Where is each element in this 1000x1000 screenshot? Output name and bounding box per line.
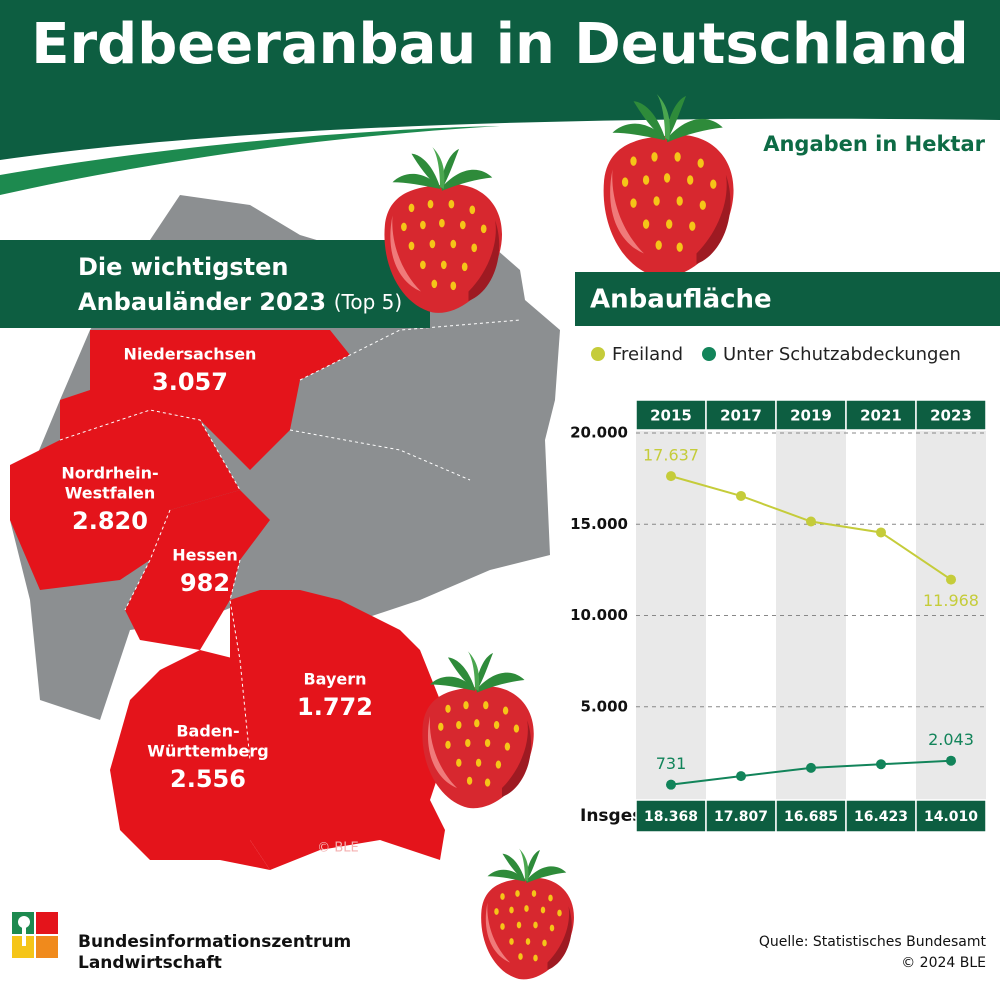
map-title: Anbauländer 2023 (Top 5)	[78, 288, 402, 316]
total-value: 17.807	[714, 809, 768, 825]
state-name: Niedersachsen	[124, 345, 257, 364]
total-cell	[705, 799, 777, 833]
data-label: 11.968	[923, 591, 979, 610]
region-bayern	[230, 590, 445, 870]
logo	[12, 912, 58, 958]
data-point	[736, 771, 746, 782]
data-point	[946, 574, 956, 585]
map-title-main: Anbauländer 2023	[78, 288, 326, 316]
map-title-suffix: (Top 5)	[334, 290, 402, 314]
strawberry	[384, 147, 503, 313]
org-name: Bundesinformationszentrum	[78, 932, 351, 952]
x-tick-label: 2017	[720, 407, 762, 425]
region-nrw	[10, 410, 240, 590]
legend-marker	[702, 347, 716, 361]
state-name: Hessen	[172, 546, 238, 565]
state-value: 2.820	[72, 507, 148, 535]
line-chart: Freiland Unter Schutzabdeckungen 2015 2017 2…	[570, 344, 987, 833]
y-tick-label: 5.000	[581, 697, 628, 715]
year-cell	[705, 399, 777, 431]
unit-note: Angaben in Hektar	[763, 132, 985, 156]
swoosh	[0, 126, 500, 195]
chart-title: Anbaufläche	[590, 285, 772, 315]
state-name: Württemberg	[147, 742, 268, 761]
total-value: 14.010	[924, 809, 978, 825]
data-point	[736, 490, 746, 501]
total-cell	[845, 799, 917, 833]
total-cell	[775, 799, 847, 833]
state-value: 3.057	[152, 368, 228, 396]
header-band	[0, 0, 1000, 160]
data-point	[876, 759, 886, 770]
total-value: 16.685	[784, 809, 838, 825]
data-label: 17.637	[643, 446, 699, 465]
region-bw	[110, 650, 270, 870]
borders	[59, 319, 521, 761]
org-name: Landwirtschaft	[78, 953, 222, 973]
title: Erdbeeranbau in Deutschland	[31, 12, 969, 77]
source: Quelle: Statistisches Bundesamt	[759, 934, 987, 950]
region-niedersachsen	[60, 330, 350, 470]
state-value: 2.556	[170, 765, 246, 793]
data-point	[806, 762, 816, 773]
copyright: © 2024 BLE	[901, 955, 986, 971]
region-hessen	[125, 490, 270, 650]
state-name: Nordrhein-	[61, 464, 158, 483]
legend-marker	[591, 347, 605, 361]
data-label: 731	[656, 754, 687, 773]
strawberry	[603, 93, 734, 278]
data-point	[806, 516, 816, 527]
map-banner	[0, 240, 430, 328]
data-label: 2.043	[928, 730, 974, 749]
state-name: Baden-	[176, 722, 239, 741]
data-point	[666, 779, 676, 790]
y-tick-label: 10.000	[570, 606, 628, 624]
x-tick-label: 2021	[860, 407, 902, 425]
x-tick-label: 2019	[790, 407, 832, 425]
strawberry	[422, 651, 534, 809]
state-labels: Niedersachsen 3.057 Nordrhein-Westfalen 2.8…	[61, 345, 373, 794]
year-cell	[915, 399, 987, 431]
data-point	[876, 527, 886, 538]
strawberry	[481, 848, 574, 980]
y-tick-label: 20.000	[570, 424, 628, 442]
map-copyright: © BLE	[317, 841, 359, 856]
state-name: Westfalen	[65, 484, 156, 503]
chart-banner	[575, 272, 1000, 326]
data-point	[946, 755, 956, 766]
total-cell	[915, 799, 987, 833]
map-title: Die wichtigsten	[78, 253, 289, 281]
x-tick-label: 2015	[650, 407, 692, 425]
data-point	[666, 471, 676, 482]
total-value: 18.368	[644, 809, 698, 825]
x-tick-label: 2023	[930, 407, 972, 425]
column-band	[776, 430, 846, 800]
legend-label: Unter Schutzabdeckungen	[723, 344, 961, 365]
state-name: Bayern	[303, 670, 366, 689]
y-tick-label: 15.000	[570, 515, 628, 533]
state-value: 982	[180, 569, 230, 597]
year-cell	[635, 399, 707, 431]
total-value: 16.423	[854, 809, 908, 825]
state-value: 1.772	[297, 693, 373, 721]
legend-label: Freiland	[612, 344, 683, 365]
